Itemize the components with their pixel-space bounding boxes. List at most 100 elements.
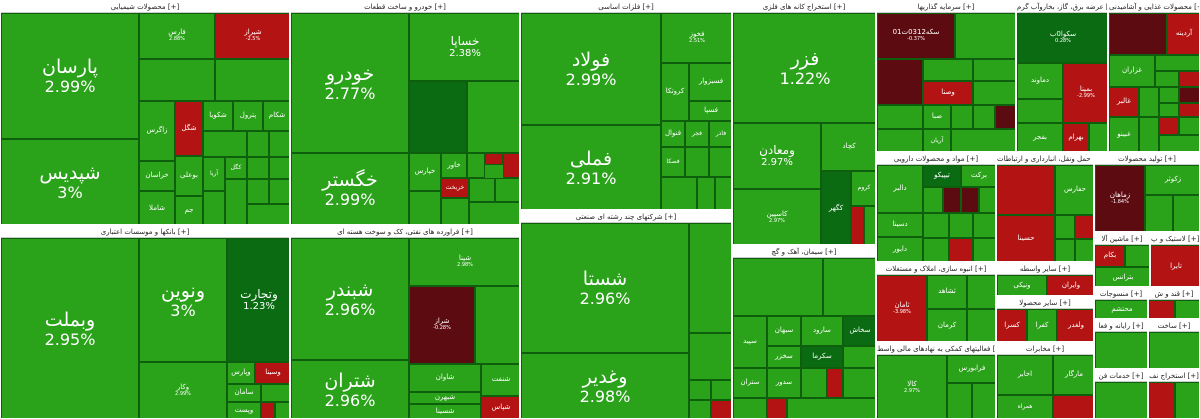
stock-cell[interactable]: وتجارت 1.23% bbox=[227, 238, 289, 362]
stock-cell[interactable] bbox=[949, 238, 973, 261]
stock-cell[interactable] bbox=[877, 105, 923, 129]
stock-cell[interactable] bbox=[1155, 71, 1179, 87]
stock-cell[interactable]: شکویا bbox=[203, 101, 233, 131]
stock-cell[interactable] bbox=[711, 400, 731, 418]
stock-cell[interactable] bbox=[801, 368, 827, 398]
stock-cell[interactable] bbox=[997, 165, 1055, 215]
sector-computer[interactable]: رایانه و فعا [+] bbox=[1094, 319, 1148, 369]
stock-cell[interactable] bbox=[967, 309, 995, 341]
stock-cell[interactable] bbox=[973, 105, 995, 129]
sector-header[interactable]: ساخت [+] bbox=[1149, 320, 1199, 332]
stock-cell[interactable] bbox=[261, 384, 289, 402]
stock-cell[interactable] bbox=[215, 59, 289, 101]
stock-cell[interactable]: بترانس bbox=[1095, 267, 1149, 286]
sector-tires[interactable]: لاستیک و پ [+] تایرا bbox=[1150, 232, 1200, 287]
stock-cell[interactable]: پارسان 2.99% bbox=[1, 13, 139, 139]
stock-cell[interactable]: صبا bbox=[923, 105, 951, 129]
stock-cell[interactable]: شبهرن bbox=[409, 392, 481, 404]
stock-cell[interactable]: بهرام bbox=[1063, 123, 1089, 151]
stock-cell[interactable]: غالبر bbox=[1109, 87, 1139, 117]
sector-header[interactable]: استخراج نف [+] bbox=[1149, 370, 1199, 382]
stock-cell[interactable]: سکرما bbox=[801, 346, 843, 368]
stock-cell[interactable] bbox=[1179, 71, 1199, 87]
stock-cell[interactable]: وپست bbox=[227, 402, 261, 418]
sector-banks[interactable]: بانکها و موسسات اعتباری [+] وبملت 2.95% و… bbox=[0, 225, 290, 419]
stock-cell[interactable]: شپنا 2.98% bbox=[409, 238, 519, 286]
stock-cell[interactable] bbox=[823, 258, 875, 316]
sector-header[interactable]: استخراج کانه های فلزی [+] bbox=[733, 1, 875, 13]
stock-cell[interactable]: ومعادن 2.97% bbox=[733, 123, 821, 189]
stock-cell[interactable] bbox=[1175, 382, 1199, 418]
stock-cell[interactable] bbox=[247, 179, 269, 204]
stock-cell[interactable]: وبملت 2.95% bbox=[1, 238, 139, 418]
sector-other-food[interactable]: تولید محصولات [+] زماهان -1.84% زکوثر bbox=[1094, 152, 1200, 232]
stock-cell[interactable]: مارگار bbox=[1053, 355, 1093, 395]
stock-cell[interactable]: ولغدر bbox=[1057, 309, 1093, 341]
stock-cell[interactable]: شکام bbox=[263, 101, 289, 131]
sector-textiles[interactable]: منسوجات [+] محتشم bbox=[1094, 287, 1148, 319]
sector-header[interactable]: محصولات غذایی و آشامیدنی [+] bbox=[1109, 1, 1199, 13]
stock-cell[interactable] bbox=[843, 368, 875, 398]
stock-cell[interactable] bbox=[827, 368, 843, 398]
stock-cell[interactable] bbox=[955, 13, 1015, 59]
stock-cell[interactable] bbox=[961, 187, 979, 213]
stock-cell[interactable]: دماوند bbox=[1017, 63, 1063, 99]
sector-utility[interactable]: عرضه برق، گاز، بخاروآب گرم [+] سکوا0ب0.2… bbox=[1016, 0, 1108, 152]
stock-cell[interactable]: سامان bbox=[227, 384, 261, 402]
stock-cell[interactable] bbox=[973, 238, 995, 261]
sector-food[interactable]: محصولات غذایی و آشامیدنی [+] آردینه غزار… bbox=[1108, 0, 1200, 152]
sector-other-products[interactable]: سایر محصولا [+] کسرا کفرا ولغدر bbox=[996, 296, 1094, 342]
stock-cell[interactable] bbox=[1149, 300, 1175, 318]
stock-cell[interactable] bbox=[269, 131, 289, 157]
stock-cell[interactable]: کگل bbox=[225, 157, 247, 179]
stock-cell[interactable] bbox=[269, 179, 289, 204]
stock-cell[interactable] bbox=[1159, 103, 1179, 117]
stock-cell[interactable]: دسینا bbox=[877, 213, 923, 237]
sector-header[interactable]: خدمات فن [+] bbox=[1095, 370, 1147, 382]
stock-cell[interactable]: فرابورس bbox=[947, 355, 995, 383]
stock-cell[interactable] bbox=[1053, 395, 1093, 418]
sector-auto[interactable]: خودرو و ساخت قطعات [+] خودرو 2.77% خگستر 2… bbox=[290, 0, 520, 225]
stock-cell[interactable]: کاسپین 2.97% bbox=[733, 189, 821, 244]
stock-cell[interactable]: شپدیس 3% bbox=[1, 139, 139, 224]
stock-cell[interactable]: دابور bbox=[877, 237, 923, 261]
stock-cell[interactable]: فسپا bbox=[689, 101, 731, 121]
stock-cell[interactable]: کفرا bbox=[1027, 309, 1057, 341]
stock-cell[interactable] bbox=[787, 398, 875, 418]
stock-cell[interactable] bbox=[1089, 123, 1107, 151]
sector-header[interactable]: مواد و محصولات دارویی [+] bbox=[877, 153, 995, 165]
stock-cell[interactable] bbox=[967, 275, 995, 309]
stock-cell[interactable]: زماهان -1.84% bbox=[1095, 165, 1145, 231]
stock-cell[interactable] bbox=[947, 383, 972, 418]
stock-cell[interactable] bbox=[1095, 382, 1147, 418]
stock-cell[interactable]: فنوال bbox=[661, 121, 685, 147]
sector-realestate[interactable]: انبوه سازی، املاک و مستغلات [+] ثامان -3.… bbox=[876, 262, 996, 342]
stock-cell[interactable]: خپارس bbox=[409, 153, 441, 191]
stock-cell[interactable]: شاملا bbox=[139, 191, 175, 224]
stock-cell[interactable]: کروتکا bbox=[661, 63, 689, 121]
stock-cell[interactable]: فارس 2.88% bbox=[139, 13, 215, 59]
stock-cell[interactable] bbox=[1145, 195, 1173, 231]
sector-sugar2[interactable]: ساخت [+] bbox=[1148, 319, 1200, 369]
stock-cell[interactable] bbox=[1075, 239, 1093, 261]
stock-cell[interactable] bbox=[733, 258, 823, 316]
sector-machinery[interactable]: ماشین آلا [+] بکام بترانس bbox=[1094, 232, 1150, 287]
sector-petro[interactable]: فراورده های نفتی، کک و سوخت هسته ای [+] … bbox=[290, 225, 520, 419]
stock-cell[interactable]: خراسان bbox=[139, 161, 175, 191]
stock-cell[interactable]: فزر 1.22% bbox=[733, 13, 875, 123]
stock-cell[interactable] bbox=[469, 202, 519, 224]
stock-cell[interactable]: بفجر bbox=[1017, 123, 1063, 151]
stock-cell[interactable] bbox=[709, 147, 731, 177]
stock-cell[interactable]: شپاس bbox=[481, 396, 519, 418]
sector-chemical[interactable]: محصولات شیمیایی [+] پارسان 2.99% شپدیس 3% … bbox=[0, 0, 290, 225]
stock-cell[interactable]: همراه bbox=[997, 395, 1053, 418]
stock-cell[interactable]: غبینو bbox=[1109, 117, 1139, 151]
sector-header[interactable]: فلزات اساسی [+] bbox=[521, 1, 731, 13]
stock-cell[interactable]: ستران bbox=[733, 368, 767, 398]
stock-cell[interactable] bbox=[877, 59, 923, 105]
stock-cell[interactable]: تیپیکو bbox=[923, 165, 961, 187]
sector-header[interactable]: سایر واسطه [+] bbox=[997, 263, 1093, 275]
stock-cell[interactable]: تایرا bbox=[1151, 245, 1199, 286]
sector-pharma[interactable]: مواد و محصولات دارویی [+] دالبر تیپیکو ب… bbox=[876, 152, 996, 262]
stock-cell[interactable]: فولاد 2.99% bbox=[521, 13, 661, 125]
